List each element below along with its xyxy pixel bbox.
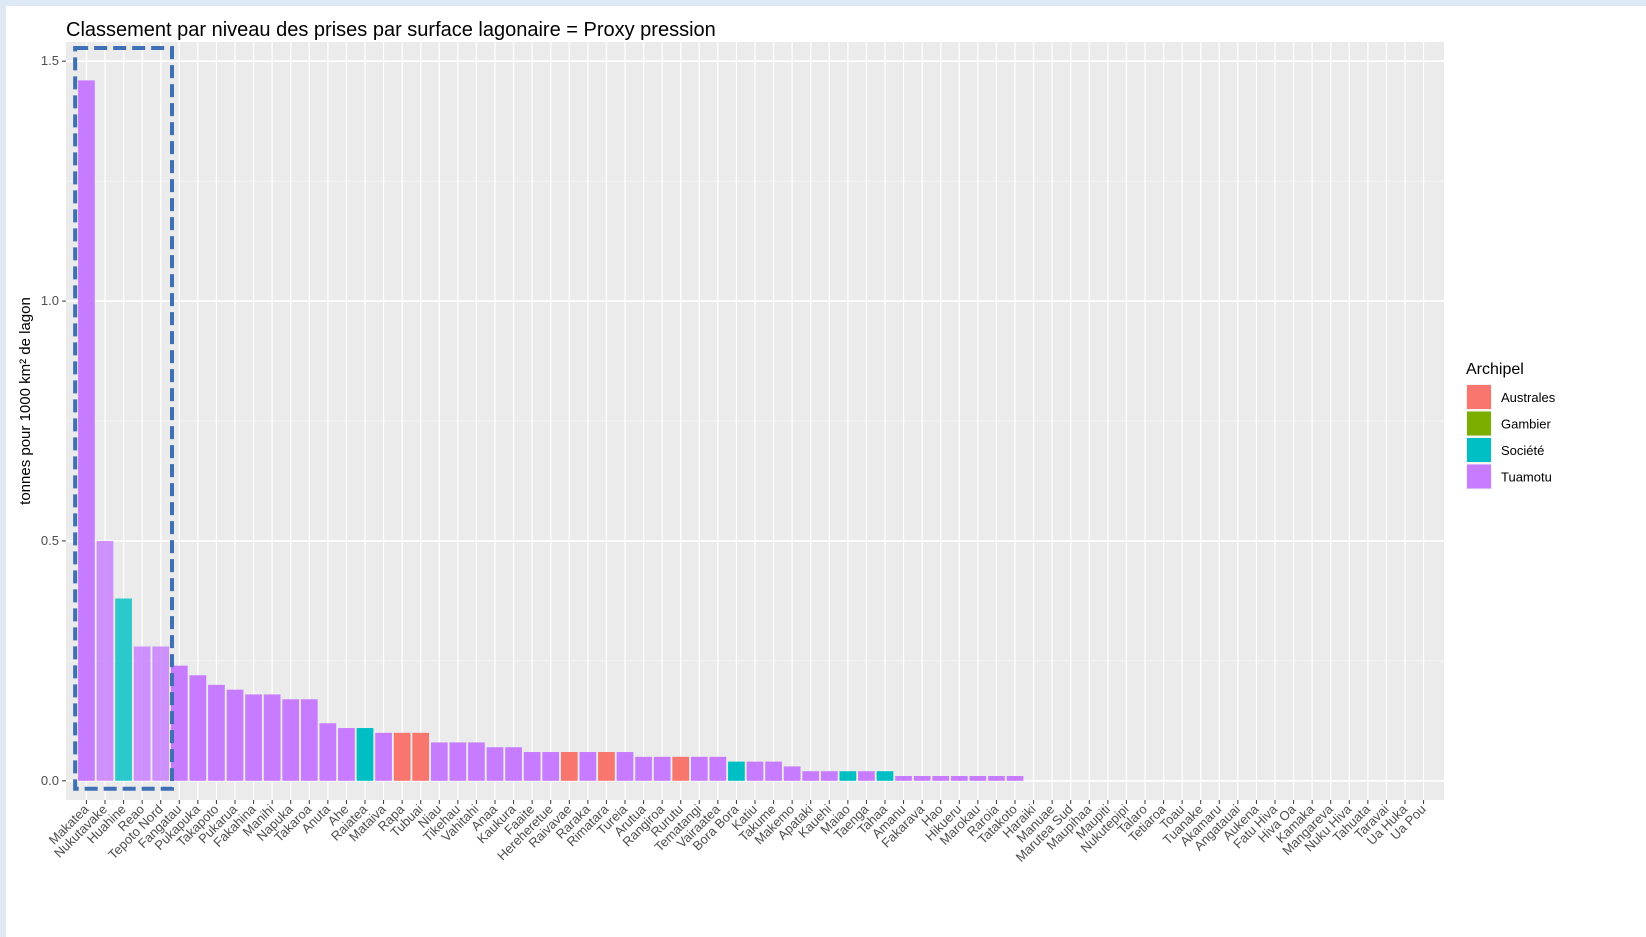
y-tick-label: 0.5 [41,533,59,548]
legend-swatch [1467,411,1491,436]
y-tick-label: 0.0 [41,773,59,788]
bar [226,689,244,781]
bar [412,732,430,781]
bar [245,694,262,781]
bar [598,752,615,781]
legend-swatch [1467,464,1491,489]
bar [1006,776,1024,781]
bar [505,747,522,781]
bar [802,771,820,781]
bar [820,771,838,781]
bar [635,756,652,781]
chart-frame: Classement par niveau des prises par sur… [6,6,1646,937]
bar [895,776,912,781]
y-axis-label: tonnes pour 1000 km² de lagon [17,297,34,505]
bar [115,598,132,781]
bar [152,646,170,781]
bar [170,665,188,781]
bar [950,776,968,781]
bar [468,742,485,781]
legend-label: Australes [1501,390,1556,405]
bar [783,766,801,781]
bar [746,761,764,781]
legend-label: Société [1501,443,1544,458]
bar-chart: Classement par niveau des prises par sur… [17,19,1556,865]
bar [616,752,634,781]
bar [579,752,597,781]
bar [300,699,318,781]
bar [208,684,225,781]
bar [189,675,207,781]
bar [78,80,95,781]
bar [876,771,894,781]
bar [969,776,987,781]
y-axis: 0.0 0.5 1.0 1.5 [41,53,66,788]
legend: Archipel Australes Gambier Société Tuamotu [1466,361,1556,490]
legend-label: Tuamotu [1501,470,1552,485]
bar [96,540,114,781]
bar [375,732,392,781]
bar [542,752,560,781]
bar [449,742,467,781]
legend-swatch [1467,438,1491,462]
bar [858,771,875,781]
bar [839,771,857,781]
bar [393,732,411,781]
bar [932,776,950,781]
bar [523,752,541,781]
bar [728,761,745,781]
bar [709,756,727,781]
bar [560,752,578,781]
bar [338,728,355,781]
bar [356,728,374,781]
y-tick-label: 1.5 [41,53,59,68]
highlight-box [73,46,174,791]
bar [430,742,448,781]
bar [988,776,1005,781]
chart-title: Classement par niveau des prises par sur… [66,19,716,41]
bar [486,747,504,781]
legend-swatch [1467,385,1491,409]
bar [653,756,671,781]
bar [263,694,281,781]
bars [78,80,1024,781]
legend-label: Gambier [1501,417,1552,432]
highlight-dashed-box [73,46,174,791]
bar [765,761,782,781]
bar [282,699,300,781]
grid-lines [66,42,1444,800]
bar [672,756,690,781]
bar [690,756,708,781]
legend-title: Archipel [1466,361,1524,378]
bar [319,723,337,781]
y-tick-label: 1.0 [41,293,59,308]
bar [913,776,931,781]
bar [133,646,151,781]
